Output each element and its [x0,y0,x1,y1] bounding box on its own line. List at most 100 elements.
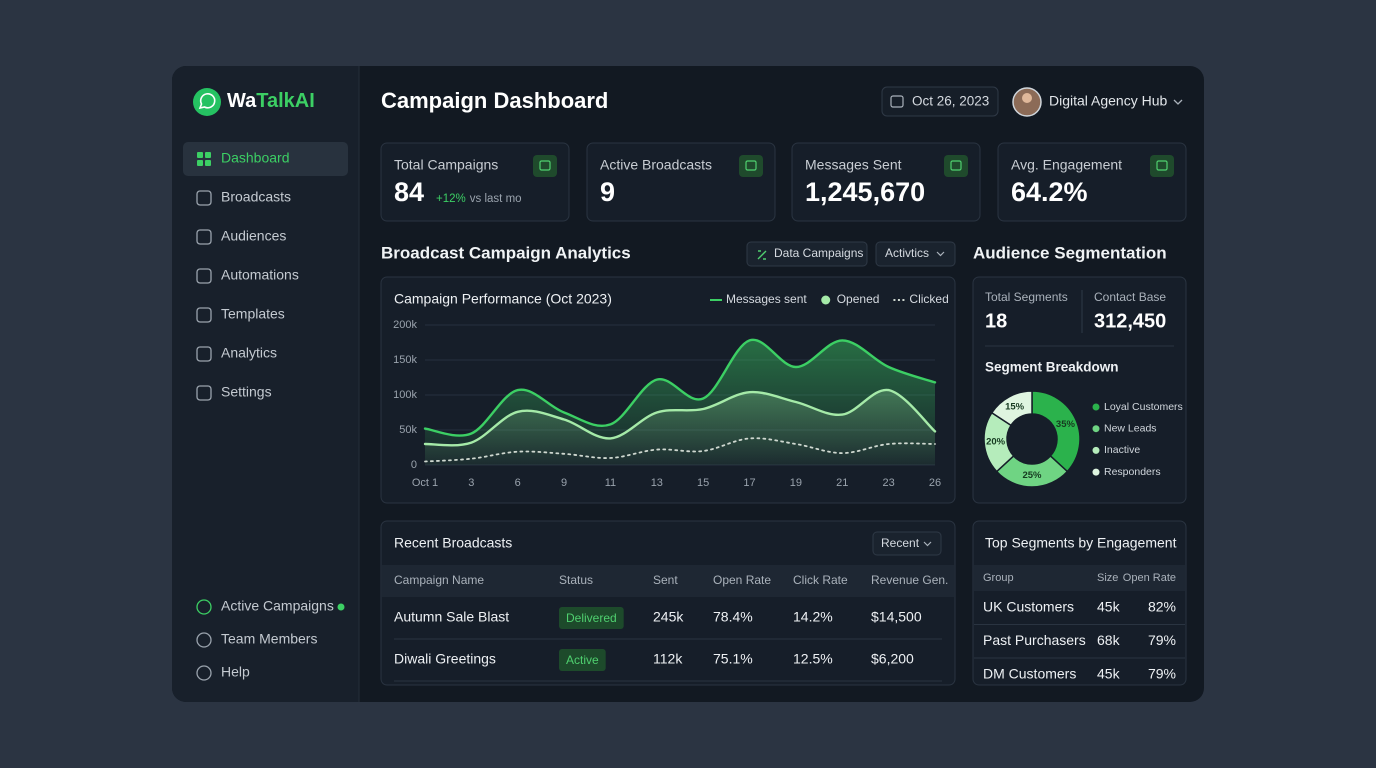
brand-prefix: Wa [227,90,257,112]
kpi-card [586,142,776,222]
x-tick-label: 6 [515,477,521,489]
brand: WaTalkAI [227,90,315,112]
nav-active-bg [183,142,348,176]
nav-icon [196,346,212,362]
footer-item[interactable]: Help [221,664,250,680]
section-title: Audience Segmentation [973,243,1167,262]
table-cell: 78.4% [713,609,753,625]
legend-dot [1092,446,1100,454]
kpi-card [791,142,981,222]
table-cell: 12.5% [793,651,833,667]
user-chevron [1173,99,1183,105]
nav-item[interactable]: Dashboard [221,150,290,166]
slice-label: 15% [1005,401,1025,412]
legend-marker [821,295,831,305]
kpi-value: 84 [394,177,424,207]
page-title: Campaign Dashboard [381,88,608,113]
kpi-label: Messages Sent [805,157,902,173]
column-header: Sent [653,573,678,587]
kpi-label: Avg. Engagement [1011,157,1122,173]
nav-item[interactable]: Automations [221,267,299,283]
table-cell: Diwali Greetings [394,651,496,667]
table-cell: $14,500 [871,609,922,625]
nav-icon [205,160,211,166]
y-tick-label: 50k [399,424,417,436]
kpi-note: vs last mo [470,193,522,205]
nav-item[interactable]: Analytics [221,345,277,361]
column-header: Size [1097,572,1118,584]
nav-icon [196,268,212,284]
status-dot [337,603,345,611]
kpi-icon-glyph [539,160,551,171]
filter-button[interactable] [872,531,942,556]
table-title: Top Segments by Engagement [985,535,1177,551]
table-cell: 79% [1148,632,1176,648]
legend-label: Opened [837,292,880,306]
table-cell: UK Customers [983,599,1074,615]
column-header: Group [983,572,1014,584]
button[interactable] [875,241,956,267]
nav-item[interactable]: Templates [221,306,285,322]
kpi-card [997,142,1187,222]
x-tick-label: 19 [790,477,802,489]
stat-label: Contact Base [1094,290,1166,304]
table-cell: 79% [1148,666,1176,682]
status-badge [559,649,606,671]
avatar-face [1022,93,1032,103]
table-cell: 112k [653,651,683,667]
footer-item[interactable]: Active Campaigns [221,598,334,614]
slice-label: 25% [1022,470,1042,481]
legend-label: Clicked [909,292,948,306]
table-cell: 75.1% [713,651,753,667]
sidebar [172,66,359,702]
column-header: Campaign Name [394,573,484,587]
nav-item[interactable]: Settings [221,384,272,400]
logo-glyph [198,93,216,110]
button-label[interactable]: Activtics [885,246,929,260]
segment-card [972,276,1187,504]
x-tick-label: 3 [468,477,474,489]
footer-item[interactable]: Team Members [221,631,317,647]
section-title: Broadcast Campaign Analytics [381,243,631,262]
kpi-icon-glyph [745,160,757,171]
table-cell: 245k [653,609,684,625]
nav-icon [205,152,211,158]
button-label[interactable]: Data Campaigns [774,246,863,260]
kpi-delta: +12% [436,193,466,205]
button-chevron [936,251,945,257]
x-tick-label: 17 [743,477,755,489]
filter-label[interactable]: Recent [881,536,920,550]
series-line [424,437,936,463]
nav-icon [197,152,203,158]
date-picker[interactable] [881,86,999,117]
date: Oct 26, 2023 [912,94,989,109]
status-badge [559,607,624,629]
x-tick-label: 9 [561,477,567,489]
donut-slice [990,390,1033,427]
calendar-icon [890,95,904,108]
button-icon [757,250,767,260]
x-tick-label: 15 [697,477,709,489]
kpi-label: Active Broadcasts [600,157,712,173]
series-line [423,388,937,447]
nav-icon [196,190,212,206]
user-name[interactable]: Digital Agency Hub [1049,93,1168,109]
kpi-value: 64.2% [1011,177,1088,207]
footer-icon [196,599,212,615]
stat-label: Total Segments [985,290,1068,304]
table-cell: Past Purchasers [983,632,1086,648]
legend-dot [1092,403,1100,411]
status-label: Delivered [566,611,617,625]
nav-item[interactable]: Broadcasts [221,189,291,205]
button[interactable] [746,241,868,267]
legend-label: Inactive [1104,444,1140,456]
x-tick-label: Oct 1 [412,477,438,489]
x-tick-label: 26 [929,477,941,489]
nav-item[interactable]: Audiences [221,228,286,244]
legend-dot [1092,425,1100,433]
table-header-bg [382,565,954,597]
nav-icon [196,385,212,401]
y-tick-label: 150k [393,354,417,366]
column-header: Click Rate [793,573,848,587]
